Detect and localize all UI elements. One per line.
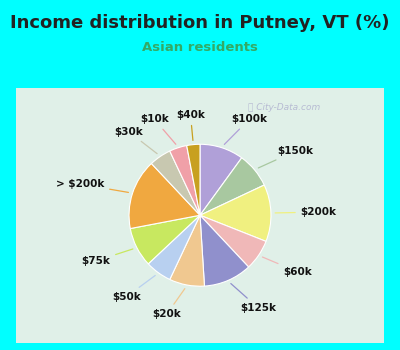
- Wedge shape: [187, 144, 200, 215]
- Text: Asian residents: Asian residents: [142, 41, 258, 54]
- Text: $200k: $200k: [275, 207, 337, 217]
- Text: $50k: $50k: [112, 275, 155, 302]
- Text: $100k: $100k: [224, 114, 267, 145]
- Text: > $200k: > $200k: [56, 179, 128, 193]
- Text: $30k: $30k: [115, 127, 157, 154]
- Wedge shape: [200, 185, 271, 241]
- Wedge shape: [200, 144, 242, 215]
- Wedge shape: [170, 215, 204, 286]
- Wedge shape: [200, 215, 248, 286]
- Text: $40k: $40k: [176, 110, 205, 140]
- Wedge shape: [200, 215, 266, 267]
- Text: $60k: $60k: [262, 257, 312, 277]
- Text: ⓘ City-Data.com: ⓘ City-Data.com: [248, 104, 320, 112]
- Text: $75k: $75k: [81, 249, 133, 266]
- Wedge shape: [148, 215, 200, 279]
- Text: $125k: $125k: [231, 284, 276, 313]
- Text: $20k: $20k: [152, 289, 185, 319]
- Wedge shape: [130, 215, 200, 264]
- Wedge shape: [200, 158, 264, 215]
- Wedge shape: [152, 151, 200, 215]
- Text: $150k: $150k: [258, 146, 314, 168]
- Wedge shape: [170, 146, 200, 215]
- Wedge shape: [129, 163, 200, 229]
- Text: Income distribution in Putney, VT (%): Income distribution in Putney, VT (%): [10, 14, 390, 32]
- Text: $10k: $10k: [140, 114, 176, 144]
